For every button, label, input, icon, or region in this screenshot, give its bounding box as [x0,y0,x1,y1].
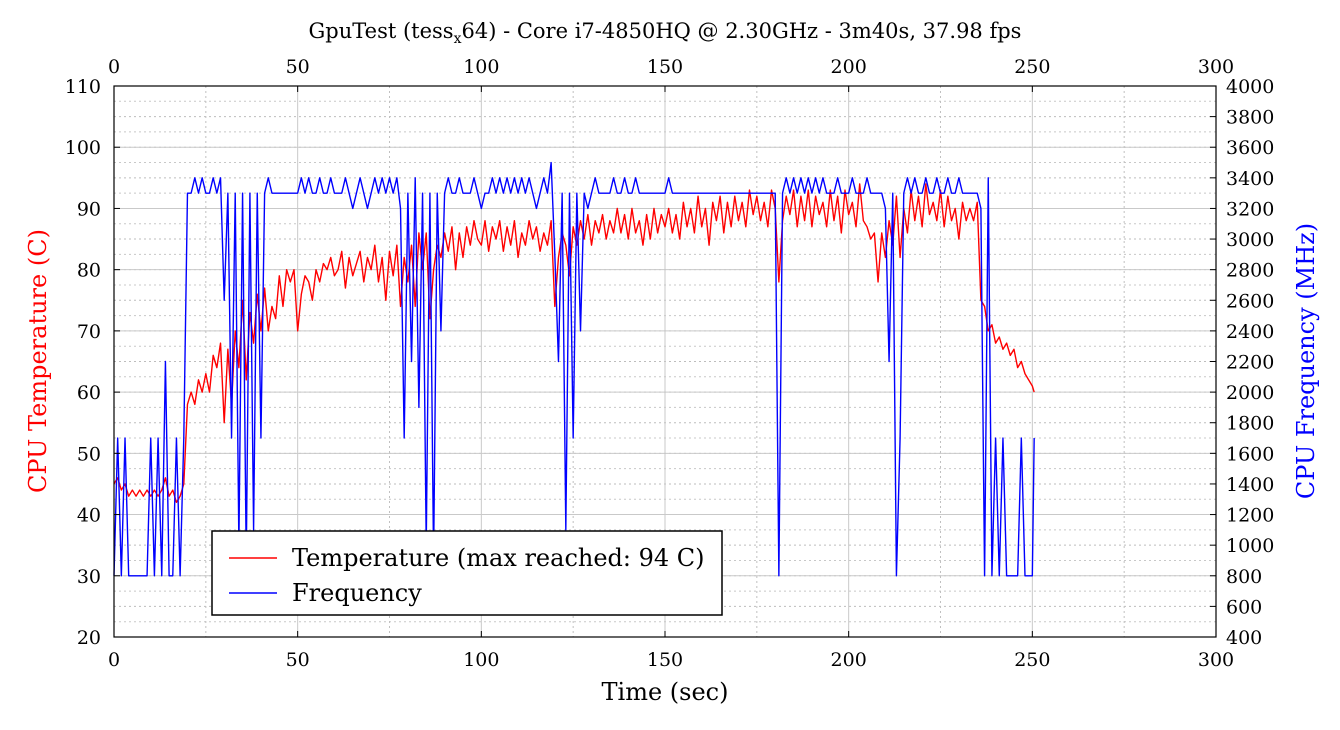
x-tick-label: 100 [463,649,499,671]
y-right-tick-label: 2800 [1226,260,1274,282]
x-tick-label-top: 200 [831,56,867,78]
y-right-tick-label: 600 [1226,596,1262,618]
x-tick-label: 200 [831,649,867,671]
tick-labels: 0 0 50 50 100 100 150 150 200 200 250 250 300 300 20 30… [65,56,1275,671]
x-tick-label: 250 [1014,649,1050,671]
y-right-tick-label: 3800 [1226,107,1274,129]
tick-marks [113,85,1217,638]
y-left-tick-label: 110 [65,76,101,98]
y-left-tick-label: 90 [77,198,101,220]
y-right-tick-label: 2400 [1226,321,1274,343]
series-group [113,161,1035,577]
legend-box [211,530,723,616]
y-left-tick-label: 80 [77,260,101,282]
x-tick-label-top: 100 [463,56,499,78]
x-tick-label: 50 [286,649,310,671]
legend: Temperature (max reached: 94 C) Frequenc… [211,530,723,616]
y-right-tick-label: 800 [1226,566,1262,588]
x-tick-label: 300 [1198,649,1234,671]
y-right-tick-label: 4000 [1226,76,1274,98]
y-left-tick-label: 40 [77,505,101,527]
x-tick-label-top: 150 [647,56,683,78]
x-tick-label-top: 250 [1014,56,1050,78]
y-left-tick-label: 100 [65,137,101,159]
y-left-tick-label: 60 [77,382,101,404]
y-right-tick-label: 1600 [1226,443,1274,465]
x-axis-label: Time (sec) [602,678,729,706]
y-right-tick-label: 3400 [1226,168,1274,190]
temperature-line [113,183,1035,504]
y-right-tick-label: 3200 [1226,198,1274,220]
y-right-tick-label: 400 [1226,627,1262,649]
legend-label-temperature: Temperature (max reached: 94 C) [292,544,705,572]
x-tick-label-top: 0 [108,56,120,78]
y-left-tick-label: 50 [77,443,101,465]
x-tick-label-top: 300 [1198,56,1234,78]
y-right-tick-label: 3600 [1226,137,1274,159]
y-right-tick-label: 2000 [1226,382,1274,404]
y-right-tick-label: 1400 [1226,474,1274,496]
y-right-tick-label: 1200 [1226,505,1274,527]
y-right-tick-label: 3000 [1226,229,1274,251]
y-left-tick-label: 20 [77,627,101,649]
x-tick-label-top: 50 [286,56,310,78]
title-pre: GpuTest (tess [309,19,454,43]
y-axis-left-label: CPU Temperature (C) [24,229,52,493]
frequency-line [113,161,1035,577]
y-left-tick-label: 30 [77,566,101,588]
title-post: 64) - Core i7-4850HQ @ 2.30GHz - 3m40s, … [461,19,1021,43]
x-tick-label: 0 [108,649,120,671]
legend-label-frequency: Frequency [292,579,422,607]
y-left-tick-label: 70 [77,321,101,343]
y-axis-right-label: CPU Frequency (MHz) [1292,223,1320,499]
y-right-tick-label: 1000 [1226,535,1274,557]
title-sub: x [454,31,462,47]
chart-title: GpuTest (tessx64) - Core i7-4850HQ @ 2.3… [309,19,1022,47]
y-right-tick-label: 1800 [1226,413,1274,435]
x-tick-label: 150 [647,649,683,671]
y-right-tick-label: 2200 [1226,352,1274,374]
y-right-tick-label: 2600 [1226,290,1274,312]
